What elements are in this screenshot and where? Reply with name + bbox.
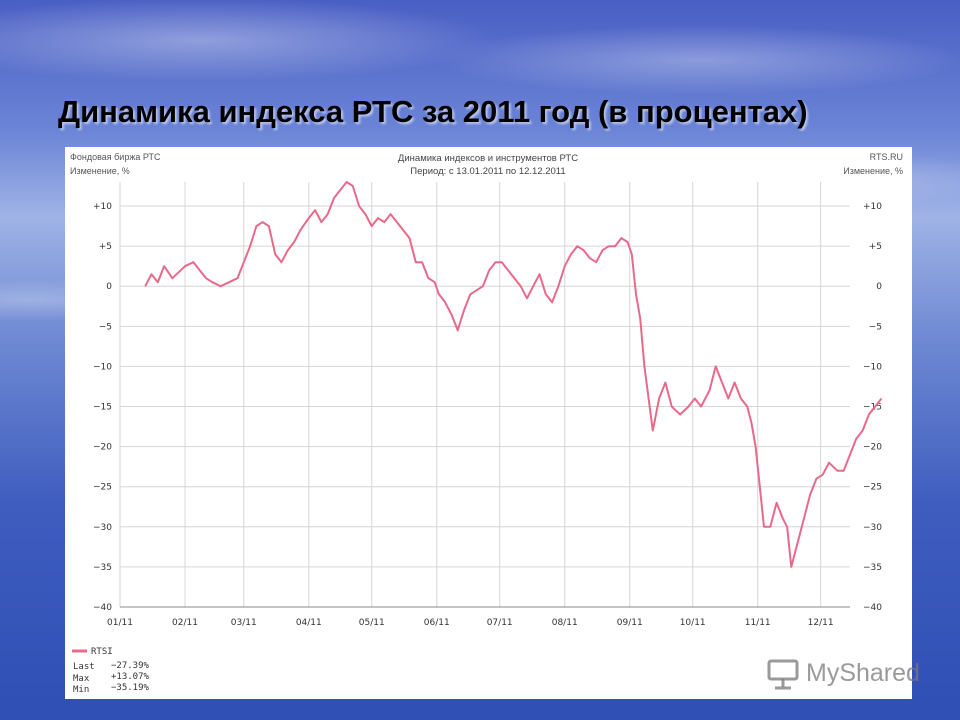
y-tick-label-left: 0 xyxy=(106,282,112,292)
legend: RTSI xyxy=(72,647,113,657)
chart-subtitle: Период: с 13.01.2011 по 12.12.2011 xyxy=(410,166,565,177)
y-tick-label-right: 0 xyxy=(876,282,882,292)
x-tick-label: 10/11 xyxy=(680,618,706,628)
y-tick-label-right: −15 xyxy=(863,403,882,413)
y-tick-label-left: +5 xyxy=(99,242,112,252)
y-tick-label-right: −25 xyxy=(863,483,882,493)
presentation-board-icon xyxy=(766,657,800,691)
y-tick-label-left: −15 xyxy=(93,403,112,413)
x-tick-label: 02/11 xyxy=(172,618,198,628)
y-tick-label-left: +10 xyxy=(93,202,112,212)
series-layer xyxy=(144,181,883,568)
x-tick-label: 08/11 xyxy=(552,618,578,628)
series-line-rtsi xyxy=(144,181,883,568)
y-tick-label-right: +10 xyxy=(863,202,882,212)
stat-max-value: +13.07% xyxy=(111,672,150,682)
stat-last-label: Last xyxy=(73,662,95,672)
y-tick-label-left: −30 xyxy=(93,523,112,533)
y-tick-label-left: −40 xyxy=(93,603,112,613)
y-tick-label-right: +5 xyxy=(869,242,882,252)
legend-label-rtsi: RTSI xyxy=(91,647,113,657)
y-tick-label-right: −40 xyxy=(863,603,882,613)
stat-last-value: −27.39% xyxy=(111,661,150,671)
y-tick-label-right: −30 xyxy=(863,523,882,533)
x-tick-label: 06/11 xyxy=(424,618,450,628)
stats-block: Last −27.39% Max +13.07% Min −35.19% xyxy=(73,661,150,695)
watermark: MyShared xyxy=(766,655,926,695)
x-tick-label: 12/11 xyxy=(808,618,834,628)
line-chart: Фондовая биржа РТС Изменение, % Динамика… xyxy=(70,152,903,695)
x-tick-label: 11/11 xyxy=(745,618,771,628)
y-tick-label-left: −5 xyxy=(99,322,112,332)
y-axis-label-left: Изменение, % xyxy=(70,166,130,176)
chart-title: Динамика индексов и инструментов РТС xyxy=(398,153,578,164)
y-tick-label-right: −35 xyxy=(863,563,882,573)
y-tick-label-left: −25 xyxy=(93,483,112,493)
x-tick-label: 04/11 xyxy=(296,618,322,628)
chart-source-label: Фондовая биржа РТС xyxy=(70,152,161,162)
chart-site-label: RTS.RU xyxy=(870,152,903,162)
watermark-text: MyShared xyxy=(806,659,920,687)
y-axis-label-right: Изменение, % xyxy=(843,166,903,176)
x-tick-label: 09/11 xyxy=(617,618,643,628)
grid xyxy=(119,182,850,608)
y-tick-label-left: −35 xyxy=(93,563,112,573)
x-tick-label: 05/11 xyxy=(359,618,385,628)
stat-min-value: −35.19% xyxy=(111,683,150,693)
y-tick-label-left: −10 xyxy=(93,362,112,372)
y-tick-label-right: −5 xyxy=(869,322,882,332)
x-tick-label: 03/11 xyxy=(231,618,257,628)
chart-panel: Фондовая биржа РТС Изменение, % Динамика… xyxy=(65,147,912,699)
tick-labels: +10 +10 +5 +5 0 0 −5 −5 −10 −10 −15 −15 −20 −20 −25 −25… xyxy=(93,202,882,628)
x-tick-label: 07/11 xyxy=(487,618,513,628)
x-tick-label: 01/11 xyxy=(107,618,133,628)
stat-min-label: Min xyxy=(73,685,89,695)
slide-title: Динамика индекса РТС за 2011 год (в проц… xyxy=(58,94,808,129)
stat-max-label: Max xyxy=(73,674,90,684)
y-tick-label-left: −20 xyxy=(93,443,112,453)
y-tick-label-right: −10 xyxy=(863,362,882,372)
y-tick-label-right: −20 xyxy=(863,443,882,453)
